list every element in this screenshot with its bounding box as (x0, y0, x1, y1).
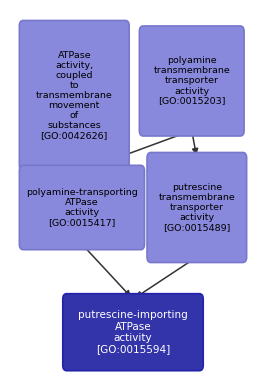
FancyBboxPatch shape (139, 26, 244, 136)
FancyBboxPatch shape (19, 21, 129, 171)
Text: polyamine
transmembrane
transporter
activity
[GO:0015203]: polyamine transmembrane transporter acti… (153, 57, 230, 105)
FancyBboxPatch shape (19, 165, 144, 250)
FancyBboxPatch shape (147, 152, 247, 262)
FancyBboxPatch shape (63, 294, 203, 371)
Text: putrescine-importing
ATPase
activity
[GO:0015594]: putrescine-importing ATPase activity [GO… (78, 311, 188, 354)
Text: polyamine-transporting
ATPase
activity
[GO:0015417]: polyamine-transporting ATPase activity [… (26, 188, 138, 227)
Text: ATPase
activity,
coupled
to
transmembrane
movement
of
substances
[GO:0042626]: ATPase activity, coupled to transmembran… (36, 51, 113, 140)
Text: putrescine
transmembrane
transporter
activity
[GO:0015489]: putrescine transmembrane transporter act… (159, 183, 235, 232)
